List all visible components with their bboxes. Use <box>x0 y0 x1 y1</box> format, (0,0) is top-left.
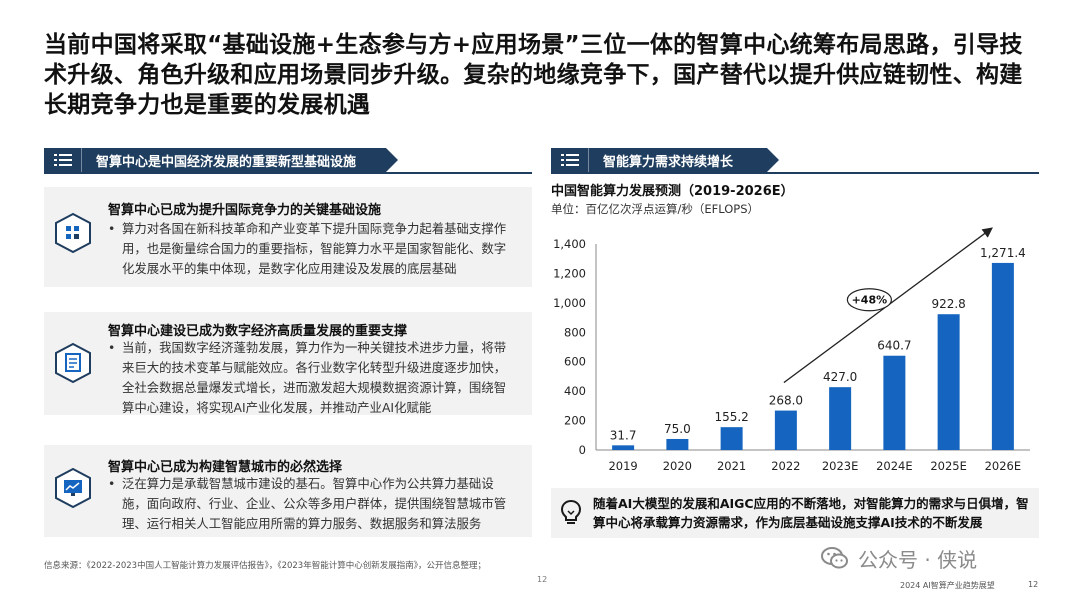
card-body: • 算力对各国在新科技革命和产业变革下提升国际竞争力起着基础支撑作用，也是衡量综… <box>108 219 518 279</box>
watermark: 公众号 · 侠说 <box>820 543 977 573</box>
data-label: 155.2 <box>714 410 748 424</box>
data-label: 268.0 <box>769 394 803 408</box>
bullet: • <box>108 221 116 236</box>
bullet: • <box>108 476 116 491</box>
bar <box>612 445 635 450</box>
page-number-center: 12 <box>537 575 548 584</box>
card-title: 智算中心已成为提升国际竞争力的关键基础设施 <box>108 203 382 218</box>
card-digital-economy: 智算中心建设已成为数字经济高质量发展的重要支撑 • 当前，我国数字经济蓬勃发展，… <box>44 312 532 415</box>
y-tick-label: 400 <box>564 384 586 398</box>
data-label: 1,271.4 <box>980 246 1026 260</box>
data-label: 75.0 <box>664 422 691 436</box>
card-body-text: 泛在算力是承载智慧城市建设的基石。智算中心作为公共算力基础设施，面向政府、行业、… <box>122 476 507 531</box>
bar <box>774 410 797 450</box>
growth-badge <box>846 288 892 312</box>
city-screen-icon <box>54 467 92 509</box>
card-body-text: 算力对各国在新科技革命和产业变革下提升国际竞争力起着基础支撑作用，也是衡量综合国… <box>122 221 507 276</box>
right-section-title: 智能算力需求持续增长 <box>603 154 734 170</box>
card-body: • 当前，我国数字经济蓬勃发展，算力作为一种关键技术进步力量，将带来巨大的技术变… <box>108 338 518 418</box>
right-section-divider <box>551 172 1039 174</box>
x-tick-label: 2020 <box>663 459 692 473</box>
growth-label: +48% <box>852 294 888 307</box>
x-tick-label: 2025E <box>930 459 967 473</box>
y-tick-label: 600 <box>564 355 586 369</box>
x-tick-label: 2021 <box>717 459 746 473</box>
x-tick-label: 2024E <box>876 459 913 473</box>
x-tick-label: 2022 <box>771 459 800 473</box>
bar-chart: 0 200 400 600 800 1,000 1,200 1,400 31.7 2019 75.0… <box>553 227 1030 473</box>
chart-unit: 单位：百亿亿次浮点运算/秒（EFLOPS） <box>551 202 760 216</box>
y-tick-label: 0 <box>579 443 586 457</box>
source-note: 信息来源：《2022-2023中国人工智能计算力发展评估报告》，《2023年智能… <box>44 561 486 571</box>
right-section-header: 智能算力需求持续增长 <box>551 148 779 172</box>
left-section-title: 智算中心是中国经济发展的重要新型基础设施 <box>96 154 357 170</box>
x-tick-label: 2023E <box>822 459 859 473</box>
y-tick-label: 1,000 <box>553 296 586 310</box>
card-smart-city: 智算中心已成为构建智慧城市的必然选择 • 泛在算力是承载智慧城市建设的基石。智算… <box>44 445 532 537</box>
bullet: • <box>108 340 116 355</box>
chart-title: 中国智能算力发展预测（2019-2026E） <box>551 184 794 199</box>
y-tick-label: 200 <box>564 414 586 428</box>
bar <box>666 438 689 450</box>
page-headline: 当前中国将采取“基础设施+生态参与方+应用场景”三位一体的智算中心统筹布局思路，… <box>44 32 1023 118</box>
callout-text: 随着AI大模型的发展和AIGC应用的不断落地，对智能算力的需求与日俱增，智算中心… <box>593 496 1029 530</box>
page-number: 12 <box>1028 580 1039 589</box>
card-title: 智算中心建设已成为数字经济高质量发展的重要支撑 <box>108 324 408 339</box>
lightbulb-icon <box>559 498 583 530</box>
report-name: 2024 AI智算产业趋势展望 <box>900 581 995 590</box>
x-tick-label: 2026E <box>985 459 1022 473</box>
x-tick-label: 2019 <box>608 459 637 473</box>
watermark-text: 公众号 · 侠说 <box>858 547 978 572</box>
bar <box>720 427 743 450</box>
list-icon <box>44 148 82 172</box>
wechat-icon <box>820 543 850 573</box>
document-icon <box>54 342 92 384</box>
data-label: 31.7 <box>610 428 637 442</box>
card-body-text: 当前，我国数字经济蓬勃发展，算力作为一种关键技术进步力量，将带来巨大的技术变革与… <box>122 340 507 415</box>
y-tick-label: 800 <box>564 325 586 339</box>
bar <box>991 262 1014 450</box>
list-icon <box>551 148 589 172</box>
card-body: • 泛在算力是承载智慧城市建设的基石。智算中心作为公共算力基础设施，面向政府、行… <box>108 474 518 534</box>
data-label: 427.0 <box>823 370 857 384</box>
cube-network-icon <box>54 212 92 254</box>
data-label: 922.8 <box>931 297 965 311</box>
data-label: 640.7 <box>877 339 911 353</box>
y-tick-label: 1,400 <box>553 237 586 251</box>
left-section-divider <box>44 172 532 174</box>
bar <box>829 387 852 450</box>
bar <box>937 314 960 450</box>
left-section-header: 智算中心是中国经济发展的重要新型基础设施 <box>44 148 398 172</box>
card-title: 智算中心已成为构建智慧城市的必然选择 <box>108 460 343 475</box>
bar <box>883 355 906 450</box>
y-tick-label: 1,200 <box>553 266 586 280</box>
insight-callout: 随着AI大模型的发展和AIGC应用的不断落地，对智能算力的需求与日俱增，智算中心… <box>551 488 1039 538</box>
card-international-competitiveness: 智算中心已成为提升国际竞争力的关键基础设施 • 算力对各国在新科技革命和产业变革… <box>44 187 532 287</box>
